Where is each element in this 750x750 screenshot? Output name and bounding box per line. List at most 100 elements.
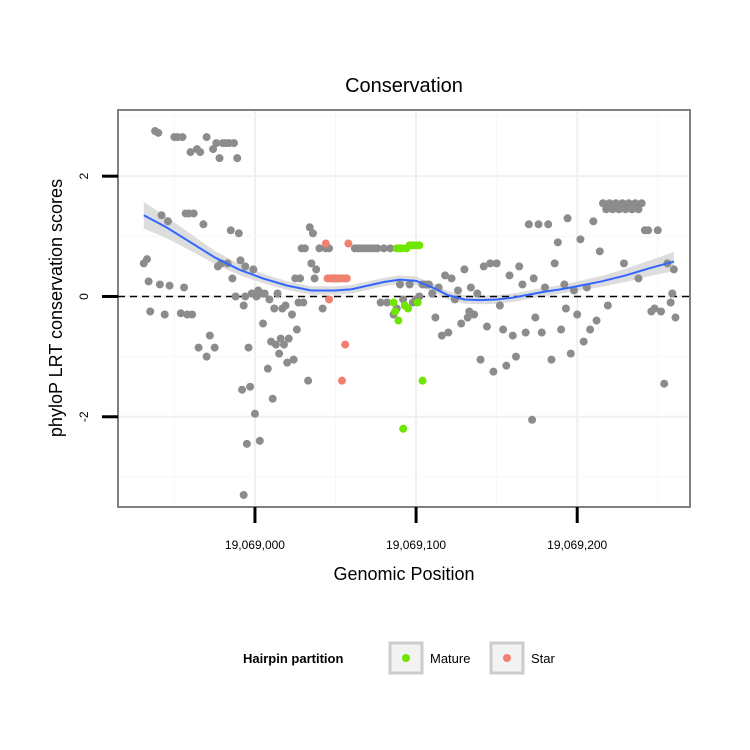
point-other [194, 343, 203, 352]
point-other [304, 376, 313, 385]
point-other [621, 205, 630, 214]
point-other [246, 382, 255, 391]
x-tick-label: 19,069,100 [386, 538, 446, 552]
point-other [603, 301, 612, 310]
point-other [230, 139, 239, 148]
point-mature [399, 424, 408, 433]
point-other [238, 385, 247, 394]
point-other [653, 226, 662, 235]
point-other [165, 281, 174, 290]
smooth-line [143, 214, 675, 302]
point-star [344, 239, 353, 248]
point-other [271, 340, 280, 349]
point-other [569, 286, 578, 295]
point-other [386, 244, 395, 253]
point-other [650, 304, 659, 313]
point-other [508, 331, 517, 340]
point-other [415, 292, 424, 301]
point-other [399, 295, 408, 304]
point-other [279, 340, 288, 349]
point-other [660, 379, 669, 388]
point-other [210, 343, 219, 352]
point-other [566, 349, 575, 358]
point-other [249, 265, 258, 274]
point-other [259, 319, 268, 328]
point-other [544, 220, 553, 229]
point-other [226, 226, 235, 235]
point-other [300, 244, 309, 253]
point-other [598, 199, 607, 208]
legend-dot-mature [402, 654, 410, 662]
smooth-curve [143, 214, 675, 302]
point-other [437, 331, 446, 340]
point-other [176, 309, 185, 318]
point-other [275, 349, 284, 358]
point-other [499, 325, 508, 334]
point-other [260, 289, 269, 298]
point-other [453, 286, 462, 295]
point-other [379, 244, 388, 253]
point-other [540, 283, 549, 292]
point-other [144, 277, 153, 286]
point-other [188, 310, 197, 319]
point-other [586, 325, 595, 334]
point-other [619, 259, 628, 268]
point-other [202, 133, 211, 142]
point-other [196, 148, 205, 157]
point-star [342, 274, 351, 283]
point-other [163, 217, 172, 226]
point-other [634, 205, 643, 214]
point-other [529, 274, 538, 283]
x-tick-label: 19,069,200 [547, 538, 607, 552]
point-other [627, 205, 636, 214]
point-other [489, 367, 498, 376]
point-other [212, 139, 221, 148]
point-other [239, 490, 248, 499]
point-star [341, 340, 350, 349]
point-other [608, 205, 617, 214]
point-other [644, 226, 653, 235]
point-other [531, 313, 540, 322]
point-other [563, 214, 572, 223]
point-other [553, 238, 562, 247]
x-axis: 19,069,000 19,069,100 19,069,200 [225, 507, 608, 552]
legend-label-star: Star [531, 651, 556, 666]
grid-lines [119, 111, 689, 506]
point-mature [404, 304, 413, 313]
point-other [143, 255, 152, 264]
point-other [157, 211, 166, 220]
point-other [405, 280, 414, 289]
point-other [310, 274, 319, 283]
point-other [631, 199, 640, 208]
point-other [270, 304, 279, 313]
point-other [547, 355, 556, 364]
point-other [505, 271, 514, 280]
point-other [281, 301, 290, 310]
point-other [486, 259, 495, 268]
x-axis-title: Genomic Position [333, 564, 474, 584]
point-other [634, 274, 643, 283]
point-other [444, 328, 453, 337]
point-other [244, 343, 253, 352]
point-other [502, 361, 511, 370]
point-other [241, 292, 250, 301]
point-star [337, 376, 346, 385]
point-other [307, 259, 316, 268]
point-other [668, 289, 677, 298]
point-other [234, 229, 243, 238]
y-tick-label: 2 [77, 173, 91, 180]
point-other [447, 274, 456, 283]
point-other [228, 274, 237, 283]
point-other [189, 209, 198, 218]
point-other [315, 244, 324, 253]
legend: Hairpin partition Mature Star [243, 641, 556, 675]
point-other [308, 229, 317, 238]
point-other [495, 301, 504, 310]
point-mature [389, 298, 398, 307]
point-other [265, 295, 274, 304]
point-other [239, 301, 248, 310]
point-other [373, 244, 382, 253]
point-other [268, 394, 277, 403]
point-other [263, 364, 272, 373]
point-other [312, 265, 321, 274]
